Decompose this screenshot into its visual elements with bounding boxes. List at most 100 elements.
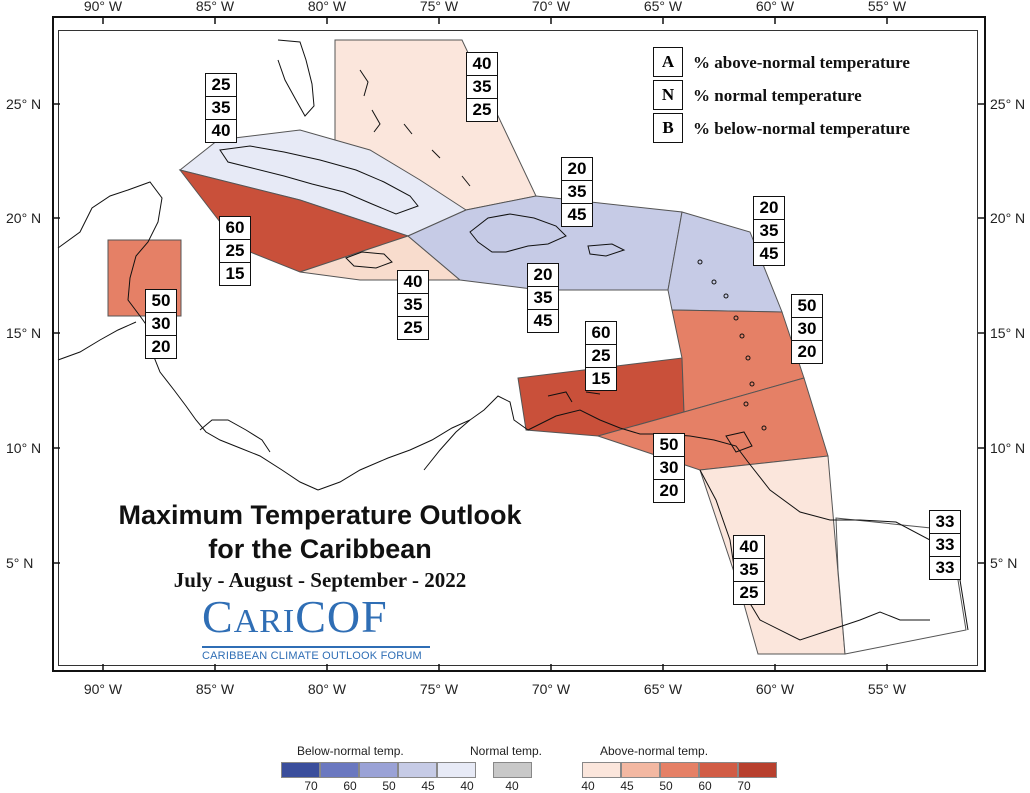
prob-box-northern-islands: 20 35 45 bbox=[753, 196, 785, 266]
lon-label-top: 70° W bbox=[531, 0, 571, 14]
probability-key: A % above-normal temperature N % normal … bbox=[653, 46, 910, 145]
prob-above: 50 bbox=[145, 289, 177, 313]
prob-above: 40 bbox=[466, 52, 498, 76]
prob-box-cuba: 25 35 40 bbox=[205, 73, 237, 143]
prob-above: 40 bbox=[733, 535, 765, 559]
prob-above: 40 bbox=[397, 270, 429, 294]
prob-below: 40 bbox=[205, 119, 237, 143]
prob-below: 20 bbox=[791, 340, 823, 364]
lat-label-right: 10° N bbox=[990, 440, 1026, 456]
above-normal-value: 60 bbox=[698, 779, 712, 793]
prob-box-bahamas: 40 35 25 bbox=[466, 52, 498, 122]
key-letter: N bbox=[653, 80, 683, 110]
below-normal-value: 60 bbox=[343, 779, 357, 793]
lon-label-top: 90° W bbox=[83, 0, 123, 14]
prob-box-suriname: 33 33 33 bbox=[929, 510, 961, 580]
map-inner-frame bbox=[58, 30, 978, 666]
prob-normal: 35 bbox=[753, 219, 785, 243]
lat-label-left: 15° N bbox=[6, 325, 42, 341]
prob-below: 45 bbox=[527, 309, 559, 333]
map-title-line2: for the Caribbean bbox=[208, 534, 432, 564]
lon-label-bottom: 65° W bbox=[643, 681, 683, 697]
prob-normal: 30 bbox=[791, 317, 823, 341]
lon-label-top: 85° W bbox=[195, 0, 235, 14]
prob-box-cayman: 60 25 15 bbox=[219, 216, 251, 286]
normal-value: 40 bbox=[505, 779, 519, 793]
lon-label-top: 75° W bbox=[419, 0, 459, 14]
key-row-above: A % above-normal temperature bbox=[653, 46, 910, 79]
prob-below: 45 bbox=[753, 242, 785, 266]
above-normal-swatch bbox=[660, 762, 699, 778]
lat-label-right: 25° N bbox=[990, 96, 1026, 112]
lon-label-bottom: 80° W bbox=[307, 681, 347, 697]
below-normal-swatch bbox=[359, 762, 398, 778]
lat-label-right: 20° N bbox=[990, 210, 1026, 226]
prob-normal: 35 bbox=[733, 558, 765, 582]
key-description: % normal temperature bbox=[693, 85, 862, 105]
prob-normal: 35 bbox=[561, 180, 593, 204]
map-period: July - August - September - 2022 bbox=[173, 568, 467, 592]
prob-box-hispaniola-north: 20 35 45 bbox=[561, 157, 593, 227]
prob-normal: 35 bbox=[205, 96, 237, 120]
prob-above: 25 bbox=[205, 73, 237, 97]
lon-label-top: 55° W bbox=[867, 0, 907, 14]
normal-label: Normal temp. bbox=[470, 744, 543, 758]
prob-normal: 33 bbox=[929, 533, 961, 557]
logo-wordmark: CARICOF bbox=[202, 591, 388, 642]
below-normal-value: 70 bbox=[304, 779, 318, 793]
key-row-normal: N % normal temperature bbox=[653, 79, 910, 112]
below-normal-swatch bbox=[281, 762, 320, 778]
lon-label-top: 60° W bbox=[755, 0, 795, 14]
prob-normal: 25 bbox=[219, 239, 251, 263]
key-description: % below-normal temperature bbox=[693, 118, 910, 138]
above-normal-label: Above-normal temp. bbox=[600, 744, 709, 758]
prob-above: 20 bbox=[527, 263, 559, 287]
lat-label-left: 25° N bbox=[6, 96, 42, 112]
below-normal-swatch bbox=[398, 762, 437, 778]
prob-box-abc-islands: 60 25 15 bbox=[585, 321, 617, 391]
below-normal-swatch bbox=[320, 762, 359, 778]
below-normal-value: 45 bbox=[421, 779, 435, 793]
prob-below: 45 bbox=[561, 203, 593, 227]
lon-label-bottom: 90° W bbox=[83, 681, 123, 697]
prob-normal: 30 bbox=[653, 456, 685, 480]
above-normal-swatch bbox=[582, 762, 621, 778]
frame-ticks bbox=[52, 16, 986, 672]
lat-label-right: 5° N bbox=[990, 555, 1018, 571]
prob-normal: 35 bbox=[397, 293, 429, 317]
prob-normal: 30 bbox=[145, 312, 177, 336]
prob-above: 33 bbox=[929, 510, 961, 534]
logo-subtitle: CARIBBEAN CLIMATE OUTLOOK FORUM bbox=[202, 650, 422, 662]
prob-normal: 25 bbox=[585, 344, 617, 368]
region-guyana bbox=[699, 455, 846, 655]
lat-label-left: 10° N bbox=[6, 440, 42, 456]
above-normal-value: 40 bbox=[581, 779, 595, 793]
logo-rule bbox=[202, 646, 430, 648]
caricof-logo: CARICOF CARIBBEAN CLIMATE OUTLOOK FORUM bbox=[202, 594, 432, 662]
map-title-block: Maximum Temperature Outlook for the Cari… bbox=[80, 498, 560, 593]
above-normal-swatch bbox=[738, 762, 777, 778]
prob-box-trinidad: 50 30 20 bbox=[653, 433, 685, 503]
prob-box-jamaica: 40 35 25 bbox=[397, 270, 429, 340]
lon-label-top: 80° W bbox=[307, 0, 347, 14]
prob-above: 20 bbox=[753, 196, 785, 220]
key-letter: B bbox=[653, 113, 683, 143]
below-normal-label: Below-normal temp. bbox=[297, 744, 404, 758]
lon-label-bottom: 60° W bbox=[755, 681, 795, 697]
prob-below: 25 bbox=[733, 581, 765, 605]
prob-box-belize: 50 30 20 bbox=[145, 289, 177, 359]
below-normal-value: 50 bbox=[382, 779, 396, 793]
prob-above: 60 bbox=[585, 321, 617, 345]
prob-below: 33 bbox=[929, 556, 961, 580]
above-normal-swatch bbox=[621, 762, 660, 778]
prob-below: 25 bbox=[397, 316, 429, 340]
lat-label-left: 20° N bbox=[6, 210, 42, 226]
lon-label-bottom: 55° W bbox=[867, 681, 907, 697]
prob-normal: 35 bbox=[527, 286, 559, 310]
lon-label-top: 65° W bbox=[643, 0, 683, 14]
above-normal-value: 45 bbox=[620, 779, 634, 793]
above-normal-swatch bbox=[699, 762, 738, 778]
lat-label-left: 5° N bbox=[6, 555, 34, 571]
above-normal-value: 70 bbox=[737, 779, 751, 793]
